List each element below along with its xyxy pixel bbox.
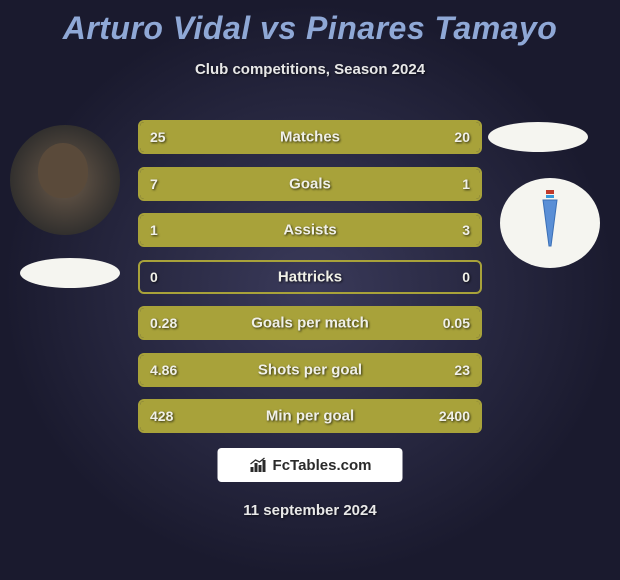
chart-icon xyxy=(249,456,269,474)
stats-container: 25Matches207Goals11Assists30Hattricks00.… xyxy=(138,120,482,446)
stat-label: Min per goal xyxy=(140,408,480,425)
stat-label: Matches xyxy=(140,129,480,146)
stat-value-right: 2400 xyxy=(439,408,470,424)
stat-value-right: 3 xyxy=(462,222,470,238)
stat-row: 428Min per goal2400 xyxy=(138,399,482,433)
player-right-badge xyxy=(488,122,588,152)
brand-text: FcTables.com xyxy=(273,457,372,474)
subtitle: Club competitions, Season 2024 xyxy=(0,61,620,78)
player-left-avatar xyxy=(10,125,120,235)
stat-label: Hattricks xyxy=(140,268,480,285)
stat-value-right: 1 xyxy=(462,176,470,192)
content-container: Arturo Vidal vs Pinares Tamayo Club comp… xyxy=(0,0,620,580)
stat-row: 0.28Goals per match0.05 xyxy=(138,306,482,340)
stat-value-right: 20 xyxy=(454,129,470,145)
club-left-badge xyxy=(20,258,120,288)
stat-row: 25Matches20 xyxy=(138,120,482,154)
stat-value-right: 23 xyxy=(454,362,470,378)
stat-row: 4.86Shots per goal23 xyxy=(138,353,482,387)
club-crest-icon xyxy=(535,184,565,254)
stat-value-right: 0.05 xyxy=(443,315,470,331)
stat-label: Goals per match xyxy=(140,315,480,332)
stat-row: 7Goals1 xyxy=(138,167,482,201)
club-right-badge xyxy=(500,178,600,268)
comparison-title: Arturo Vidal vs Pinares Tamayo xyxy=(0,10,620,47)
stat-label: Assists xyxy=(140,222,480,239)
stat-row: 0Hattricks0 xyxy=(138,260,482,294)
date-text: 11 september 2024 xyxy=(0,502,620,519)
brand-badge[interactable]: FcTables.com xyxy=(218,448,403,482)
stat-label: Goals xyxy=(140,175,480,192)
stat-label: Shots per goal xyxy=(140,361,480,378)
stat-value-right: 0 xyxy=(462,269,470,285)
stat-row: 1Assists3 xyxy=(138,213,482,247)
